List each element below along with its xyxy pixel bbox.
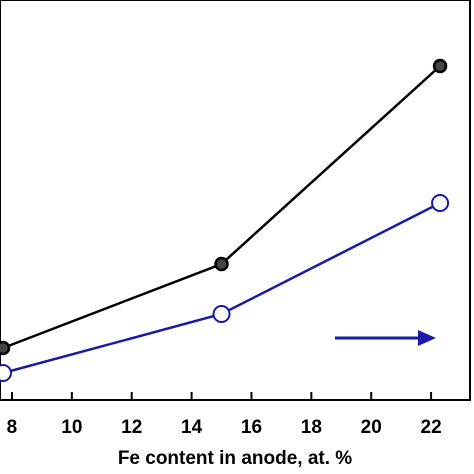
data-point bbox=[0, 340, 11, 356]
x-axis-label: Fe content in anode, at. % bbox=[118, 448, 352, 469]
x-tick-label: 12 bbox=[121, 417, 142, 438]
x-tick-label: 8 bbox=[7, 417, 18, 438]
data-point bbox=[212, 305, 231, 323]
data-point bbox=[0, 364, 12, 382]
x-tick-label: 18 bbox=[301, 417, 322, 438]
plot-frame bbox=[0, 0, 471, 401]
data-point bbox=[214, 256, 229, 272]
axis-arrow-head bbox=[418, 330, 436, 346]
data-point bbox=[432, 58, 448, 74]
x-tick-label: 16 bbox=[241, 417, 262, 438]
x-tick-label: 20 bbox=[361, 417, 382, 438]
data-point bbox=[431, 194, 450, 212]
series-line bbox=[2, 201, 441, 375]
x-tick-label: 14 bbox=[181, 417, 203, 438]
x-tick-label: 10 bbox=[61, 417, 82, 438]
x-tick-label: 22 bbox=[421, 417, 442, 438]
